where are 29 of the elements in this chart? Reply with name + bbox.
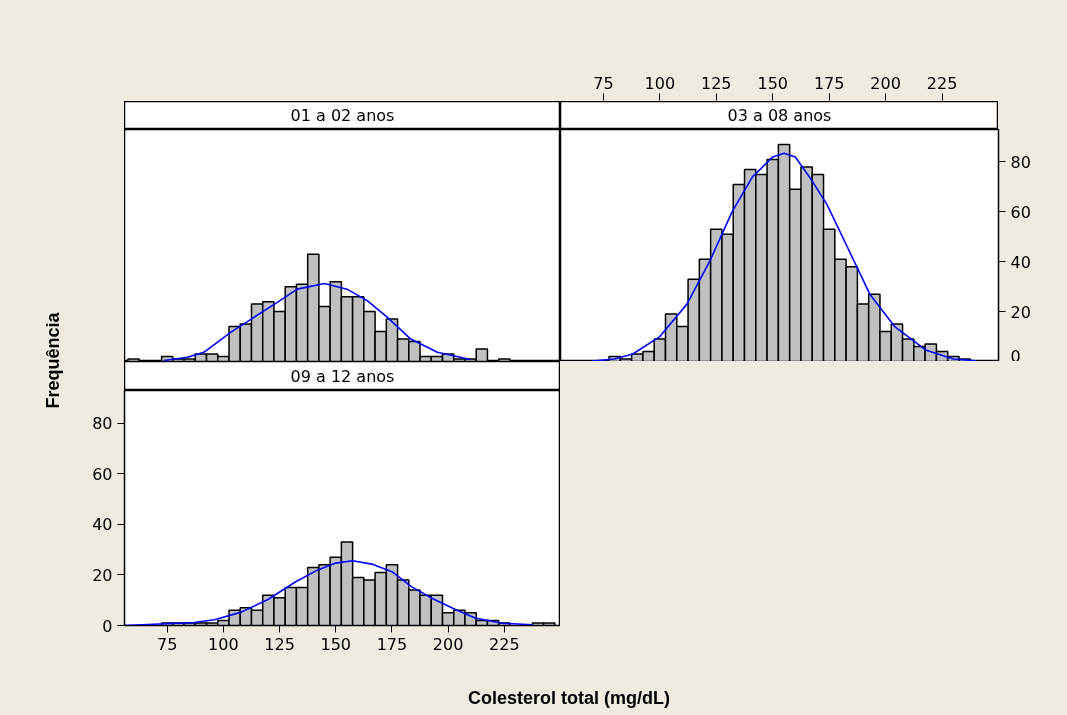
x-tick-label: 175 [813, 73, 845, 93]
x-tick-label: 225 [489, 634, 520, 654]
y-tick-label: 20 [92, 565, 113, 585]
y-tick-label: 80 [92, 414, 113, 434]
chart-title: 09 a 12 anos [290, 366, 395, 386]
y-tick-label: 0 [102, 616, 113, 636]
y-tick-label: 0 [1010, 346, 1021, 366]
x-axis-title: Colesterol total (mg/dL) [468, 687, 671, 708]
x-tick-label: 175 [376, 634, 408, 654]
x-tick-label: 200 [870, 73, 901, 93]
y-tick-label: 80 [1010, 152, 1031, 172]
x-tick-label: 150 [320, 634, 352, 654]
x-tick-label: 125 [264, 634, 295, 654]
y-axis-title: Frequência [43, 311, 63, 409]
chart-title: 03 a 08 anos [727, 106, 832, 125]
y-tick-label: 20 [1010, 302, 1031, 322]
x-tick-label: 200 [432, 634, 464, 654]
y-tick-label: 40 [1010, 252, 1031, 272]
chart-title: 01 a 02 anos [290, 106, 395, 125]
x-tick-label: 225 [926, 73, 958, 93]
x-tick-label: 75 [593, 73, 614, 93]
y-tick-label: 40 [92, 515, 113, 535]
x-tick-label: 100 [644, 73, 676, 93]
x-tick-label: 75 [157, 634, 178, 654]
x-tick-label: 125 [701, 73, 732, 93]
y-tick-label: 60 [1010, 202, 1031, 222]
x-tick-label: 150 [757, 73, 788, 93]
x-tick-label: 100 [208, 634, 239, 654]
y-tick-label: 60 [92, 464, 113, 484]
